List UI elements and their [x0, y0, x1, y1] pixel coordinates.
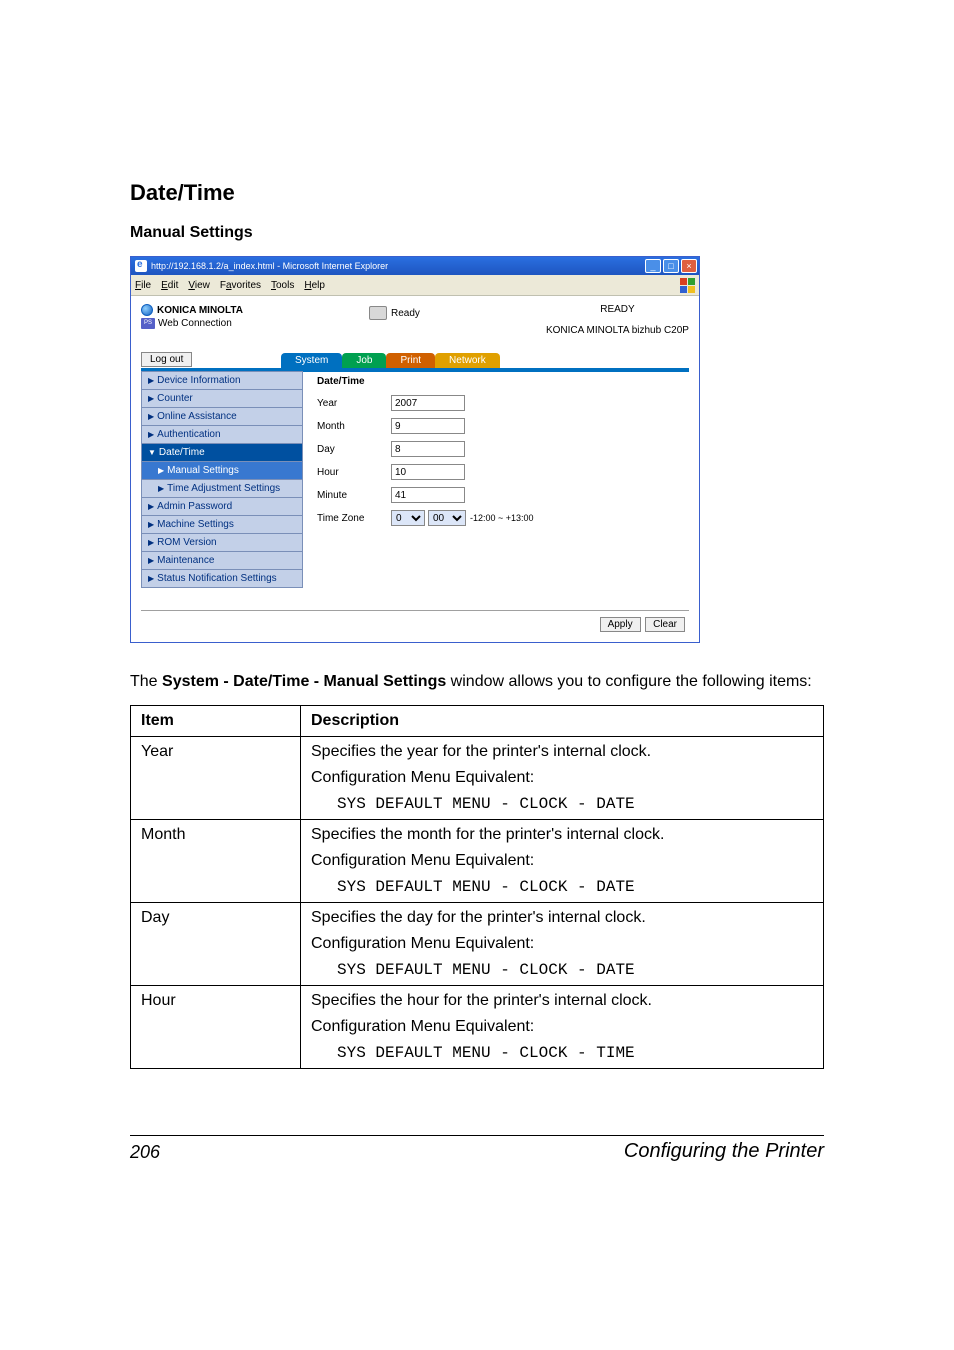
printer-icon: [369, 306, 387, 320]
screenshot-window: http://192.168.1.2/a_index.html - Micros…: [130, 256, 700, 643]
description-table: Item Description YearSpecifies the year …: [130, 705, 824, 1069]
clear-button[interactable]: Clear: [645, 617, 685, 632]
page-number: 206: [130, 1142, 160, 1163]
table-row: YearSpecifies the year for the printer's…: [131, 736, 824, 819]
apply-button[interactable]: Apply: [600, 617, 641, 632]
year-input[interactable]: [391, 395, 465, 411]
model-label: KONICA MINOLTA bizhub C20P: [546, 325, 689, 336]
menu-online-assist[interactable]: ▶Online Assistance: [141, 407, 303, 426]
timezone-minutes-select[interactable]: 00: [428, 510, 466, 526]
cell-item: Day: [131, 902, 301, 985]
side-menu: ▶Device Information ▶Counter ▶Online Ass…: [141, 372, 303, 588]
cell-item: Hour: [131, 985, 301, 1068]
year-label: Year: [317, 398, 391, 409]
menu-authentication[interactable]: ▶Authentication: [141, 425, 303, 444]
cell-description: Specifies the month for the printer's in…: [301, 819, 824, 902]
month-input[interactable]: [391, 418, 465, 434]
day-input[interactable]: [391, 441, 465, 457]
status-text: Ready: [391, 308, 420, 319]
table-row: HourSpecifies the hour for the printer's…: [131, 985, 824, 1068]
form-section-title: Date/Time: [317, 376, 689, 387]
menu-rom-version[interactable]: ▶ROM Version: [141, 533, 303, 552]
timezone-range: -12:00 ~ +13:00: [470, 513, 534, 523]
menu-file[interactable]: File: [135, 280, 151, 291]
menu-time-adjust[interactable]: ▶Time Adjustment Settings: [141, 479, 303, 498]
cell-item: Month: [131, 819, 301, 902]
window-title: http://192.168.1.2/a_index.html - Micros…: [151, 261, 388, 271]
window-minimize-button[interactable]: _: [645, 259, 661, 273]
section-title: Date/Time: [130, 180, 824, 206]
menu-favorites[interactable]: Favorites: [220, 280, 261, 291]
cell-description: Specifies the day for the printer's inte…: [301, 902, 824, 985]
menu-machine-settings[interactable]: ▶Machine Settings: [141, 515, 303, 534]
window-titlebar: http://192.168.1.2/a_index.html - Micros…: [131, 257, 699, 275]
menu-view[interactable]: View: [188, 280, 210, 291]
ie-icon: [135, 260, 147, 272]
menu-date-time[interactable]: ▼Date/Time: [141, 443, 303, 462]
sub-title: Manual Settings: [130, 224, 824, 242]
timezone-hours-select[interactable]: 0: [391, 510, 425, 526]
footer-text: Configuring the Printer: [624, 1140, 824, 1163]
brand-name: KONICA MINOLTA: [157, 305, 243, 316]
hour-input[interactable]: [391, 464, 465, 480]
pagescope-badge: PS: [141, 318, 155, 329]
month-label: Month: [317, 421, 391, 432]
menu-device-info[interactable]: ▶Device Information: [141, 371, 303, 390]
tab-network[interactable]: Network: [435, 353, 500, 368]
menu-maintenance[interactable]: ▶Maintenance: [141, 551, 303, 570]
timezone-label: Time Zone: [317, 513, 391, 524]
day-label: Day: [317, 444, 391, 455]
header-item: Item: [131, 705, 301, 736]
form-area: Date/Time Year Month Day Hour: [303, 372, 689, 533]
table-row: DaySpecifies the day for the printer's i…: [131, 902, 824, 985]
page-footer: 206 Configuring the Printer: [130, 1135, 824, 1163]
windows-logo-icon: [679, 277, 695, 293]
menu-manual-settings[interactable]: ▶Manual Settings: [141, 461, 303, 480]
menu-edit[interactable]: Edit: [161, 280, 178, 291]
cell-item: Year: [131, 736, 301, 819]
minute-input[interactable]: [391, 487, 465, 503]
menubar: File Edit View Favorites Tools Help: [131, 275, 699, 296]
cell-description: Specifies the hour for the printer's int…: [301, 985, 824, 1068]
window-close-button[interactable]: ×: [681, 259, 697, 273]
ready-label: READY: [546, 304, 689, 315]
minute-label: Minute: [317, 490, 391, 501]
menu-tools[interactable]: Tools: [271, 280, 294, 291]
menu-admin-password[interactable]: ▶Admin Password: [141, 497, 303, 516]
menu-counter[interactable]: ▶Counter: [141, 389, 303, 408]
menu-status-notification[interactable]: ▶Status Notification Settings: [141, 569, 303, 588]
hour-label: Hour: [317, 467, 391, 478]
header-description: Description: [301, 705, 824, 736]
tab-system[interactable]: System: [281, 353, 342, 368]
table-row: MonthSpecifies the month for the printer…: [131, 819, 824, 902]
tab-print[interactable]: Print: [386, 353, 435, 368]
tab-bar: System Job Print Network: [281, 353, 689, 368]
tab-job[interactable]: Job: [342, 353, 386, 368]
body-paragraph: The System - Date/Time - Manual Settings…: [130, 671, 824, 693]
brand-sub: Web Connection: [158, 318, 232, 329]
brand-globe-icon: [141, 304, 153, 316]
cell-description: Specifies the year for the printer's int…: [301, 736, 824, 819]
logout-button[interactable]: Log out: [141, 352, 192, 367]
window-maximize-button[interactable]: □: [663, 259, 679, 273]
menu-help[interactable]: Help: [304, 280, 325, 291]
